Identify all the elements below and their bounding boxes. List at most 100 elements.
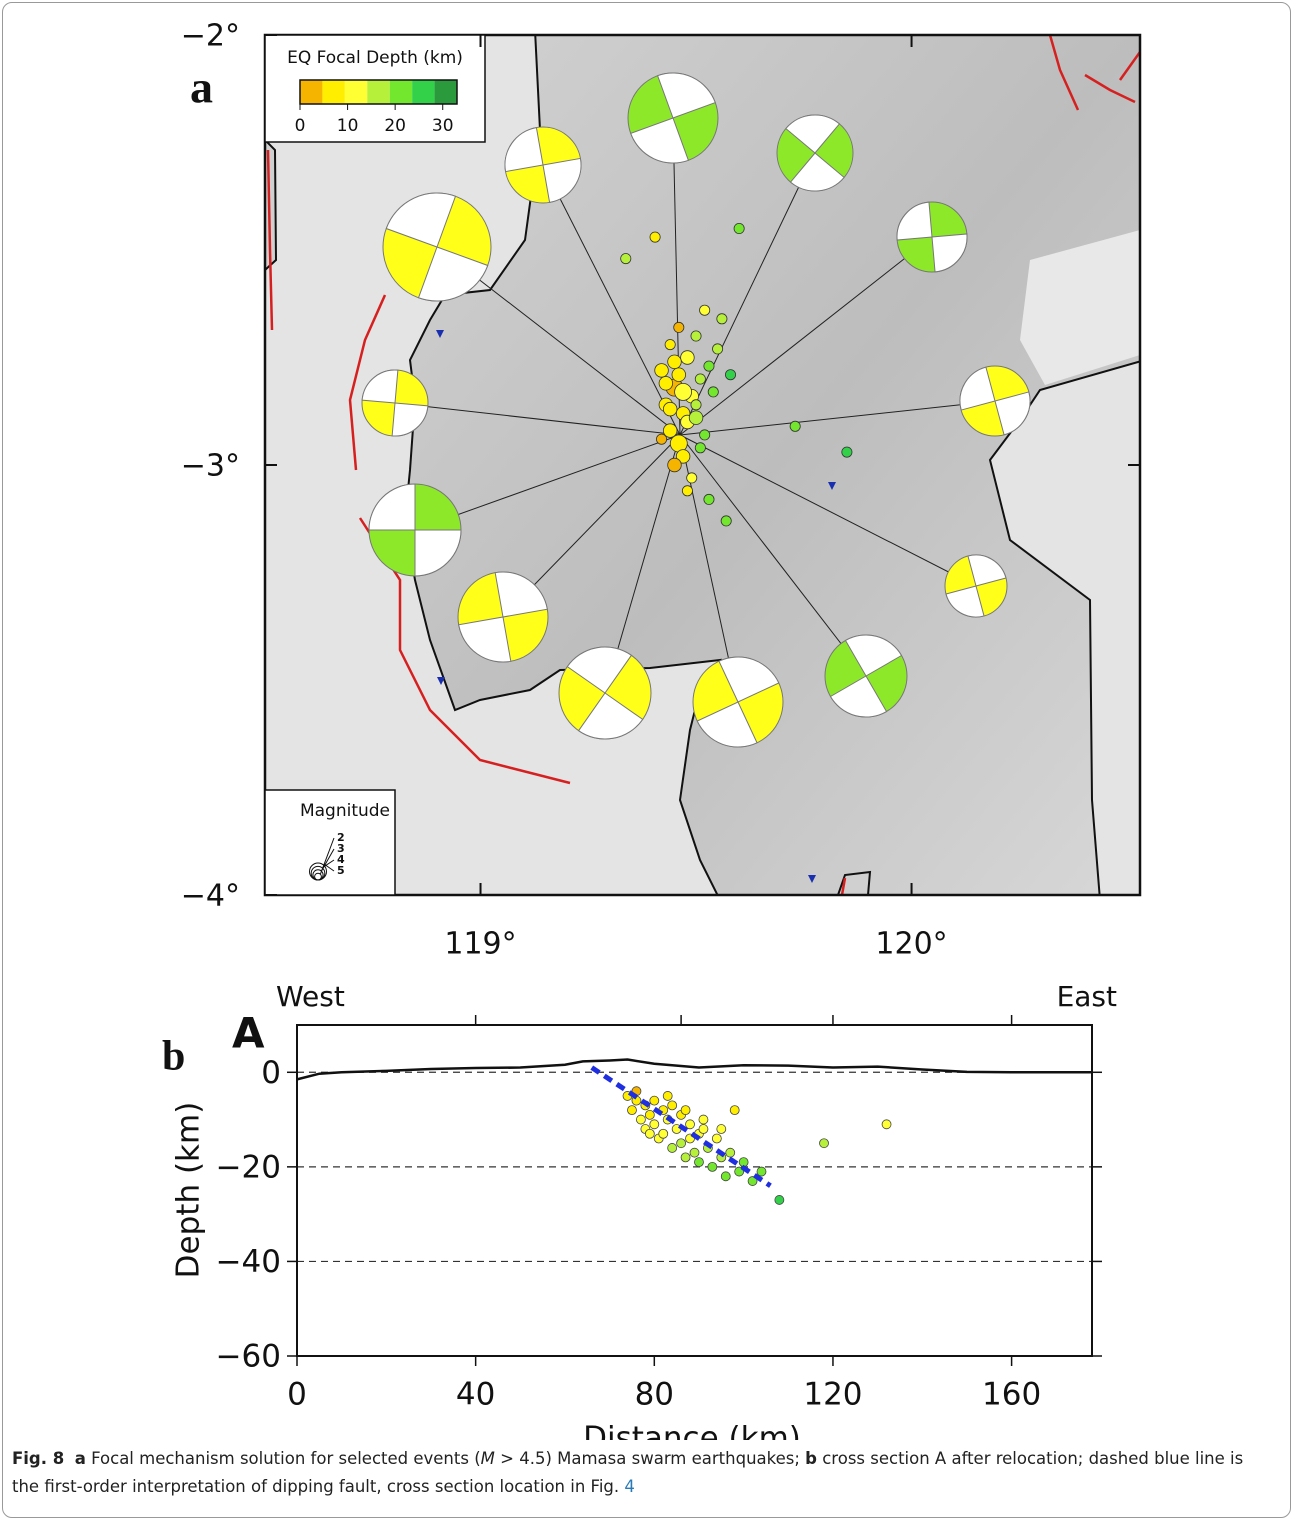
colorbar-tick-label: 30: [432, 116, 454, 136]
y-tick-label: −2°: [181, 19, 240, 54]
hypocenter: [680, 1105, 691, 1116]
epicenter: [690, 399, 702, 411]
colorbar-segment: [434, 80, 457, 104]
beachball-quadrant: [931, 233, 968, 273]
colorbar-segment: [412, 80, 435, 104]
island: [836, 870, 872, 895]
epicenter: [674, 382, 693, 401]
hypocenter: [747, 1176, 758, 1186]
hypocenter: [698, 1124, 709, 1134]
focal-mechanisms: [361, 72, 1031, 748]
beachball-quadrant: [385, 192, 457, 248]
magnitude-label: 2: [337, 831, 345, 844]
epicenter: [662, 423, 678, 438]
beachball-quadrant: [577, 692, 644, 740]
hypocenter: [694, 1157, 704, 1168]
x-tick-label: 160: [982, 1377, 1041, 1413]
colorbar-segment: [322, 80, 345, 104]
epicenter: [712, 343, 724, 355]
epicenter: [699, 304, 711, 316]
caption-text: cross section A after relocation; dashed…: [12, 1449, 1244, 1496]
cross-section: 0−20−40−600 40 80 120 160: [216, 1015, 1102, 1413]
caption-text: M: [480, 1449, 495, 1468]
hypocenter: [725, 1147, 736, 1158]
epicenter: [662, 401, 678, 417]
hypocenter: [711, 1133, 722, 1144]
y-tick-label: 0: [261, 1055, 281, 1091]
epicenter: [789, 420, 801, 432]
x-tick-label: 120: [803, 1377, 862, 1413]
map-axes: 119° 120° −2° −3° −4°: [181, 19, 1140, 962]
epicenter: [620, 253, 632, 265]
epicenter: [720, 515, 732, 527]
epicenter: [688, 410, 704, 425]
beachball-quadrant: [504, 126, 544, 173]
epicenter: [656, 433, 668, 445]
epicenter: [664, 339, 676, 351]
colorbar-segment: [300, 80, 323, 104]
beachball-quadrant: [417, 246, 489, 302]
figure-link[interactable]: 4: [624, 1477, 635, 1496]
caption-text: > 4.5) Mamasa swarm earthquakes;: [494, 1449, 806, 1468]
hypocenter: [680, 1152, 691, 1163]
epicenter: [686, 472, 698, 484]
epicenter: [654, 363, 669, 378]
lowland: [1020, 230, 1140, 385]
epicenters: [620, 222, 853, 527]
hypocenter: [644, 1128, 655, 1139]
x-tick-label: 40: [456, 1377, 495, 1413]
magnitude-symbol: [309, 862, 327, 881]
hypocenter: [649, 1119, 660, 1130]
hypocenter: [774, 1195, 785, 1205]
hypocenter: [685, 1119, 695, 1130]
colorbar-segment: [389, 80, 413, 104]
panel-label: b: [162, 1034, 185, 1080]
epicenter: [673, 321, 685, 333]
hypocenter: [756, 1166, 767, 1177]
caption-text: b: [805, 1449, 817, 1468]
colorbar-tick-label: 0: [295, 116, 306, 136]
legend-title: Magnitude: [300, 801, 390, 821]
beachball-quadrant: [896, 201, 933, 241]
hypocenter: [881, 1119, 892, 1130]
east-label: East: [1057, 980, 1117, 1013]
beachball-quadrant: [945, 585, 985, 618]
hypocenter: [649, 1095, 660, 1106]
hypocenter: [644, 1109, 655, 1120]
connector: [542, 164, 681, 436]
beachball-quadrant: [566, 646, 633, 694]
epicenter: [841, 446, 853, 458]
epicenter: [658, 376, 674, 391]
x-axis-label: Distance (km): [583, 1421, 801, 1441]
beachball-quadrant: [414, 529, 462, 577]
colorbar: 0 10 20 30: [295, 79, 458, 136]
beachball-quadrant: [967, 554, 1007, 587]
beachball-quadrant: [785, 114, 841, 154]
connector: [414, 434, 681, 531]
hypocenter: [658, 1128, 669, 1139]
beachball-quadrant: [630, 117, 690, 164]
hypocenter: [720, 1171, 731, 1182]
map-background: [265, 35, 1140, 895]
x-tick-label: 119°: [444, 927, 516, 962]
section-label: A: [232, 1009, 265, 1058]
connector: [679, 400, 996, 436]
y-tick-label: −20: [216, 1149, 281, 1185]
beachball-quadrant: [844, 634, 903, 677]
hypocenter: [667, 1100, 678, 1111]
faults: [266, 35, 1140, 895]
y-axis-label: Depth (km): [171, 1102, 207, 1279]
colorbar-tick-label: 10: [337, 116, 359, 136]
epicenter: [690, 330, 702, 342]
epicenter: [694, 373, 706, 385]
magnitude-label: 3: [337, 842, 345, 855]
connector: [679, 152, 816, 436]
colorbar-segment: [367, 80, 390, 104]
beachball-quadrant: [368, 483, 416, 531]
epicenter: [680, 350, 695, 365]
hypocenter: [819, 1138, 829, 1149]
figure: EQ Focal Depth (km) 0 10 20 30 Magnitude 23…: [162, 19, 1142, 1441]
